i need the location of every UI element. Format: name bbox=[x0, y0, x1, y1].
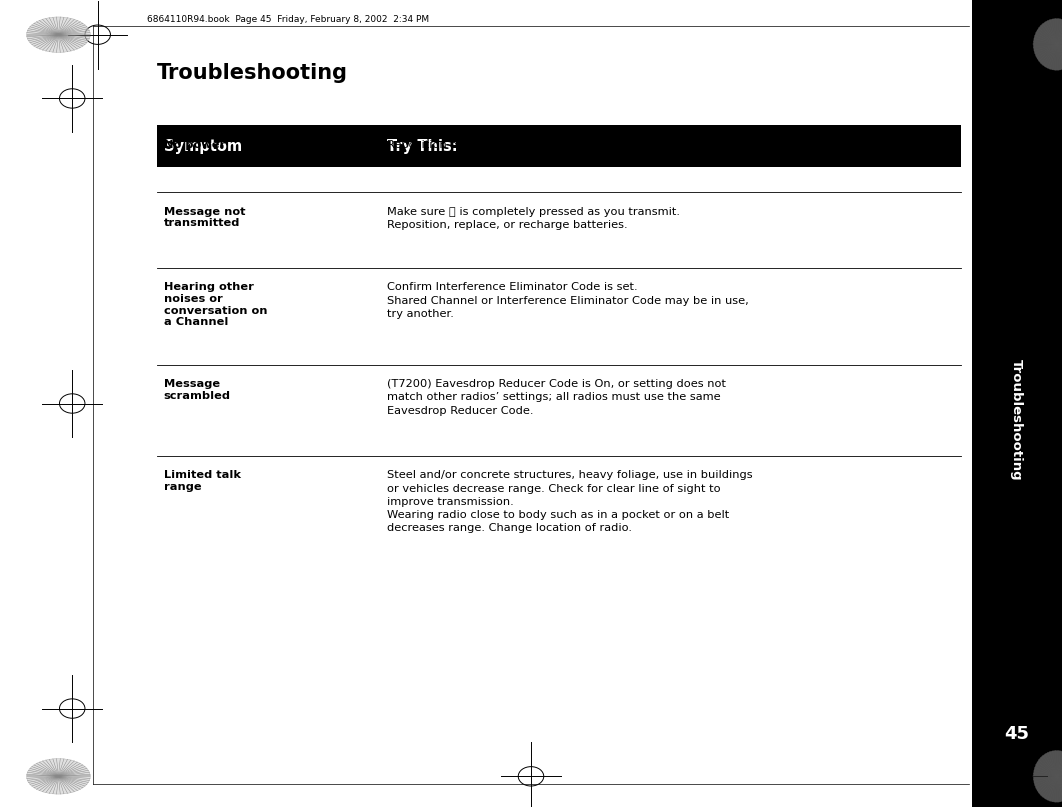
Bar bbox=[972, 0, 1062, 807]
Text: Hearing other
noises or
conversation on
a Channel: Hearing other noises or conversation on … bbox=[164, 282, 267, 328]
Text: Make sure Ⓟ is completely pressed as you transmit.
Reposition, replace, or recha: Make sure Ⓟ is completely pressed as you… bbox=[387, 207, 680, 230]
Text: Limited talk
range: Limited talk range bbox=[164, 470, 241, 492]
Text: Message
scrambled: Message scrambled bbox=[164, 379, 230, 401]
Ellipse shape bbox=[27, 759, 90, 794]
Text: 45: 45 bbox=[1005, 725, 1029, 743]
Text: No power: No power bbox=[164, 140, 225, 149]
Bar bbox=[157, 125, 961, 167]
Text: Troubleshooting: Troubleshooting bbox=[1010, 359, 1024, 480]
Text: Try This:: Try This: bbox=[387, 139, 458, 153]
Text: (T7200) Eavesdrop Reducer Code is On, or setting does not
match other radios’ se: (T7200) Eavesdrop Reducer Code is On, or… bbox=[387, 379, 725, 416]
Ellipse shape bbox=[27, 17, 90, 52]
Ellipse shape bbox=[1033, 751, 1062, 802]
Ellipse shape bbox=[1033, 19, 1062, 70]
Text: Message not
transmitted: Message not transmitted bbox=[164, 207, 245, 228]
Text: Symptom: Symptom bbox=[164, 139, 242, 153]
Text: 6864110R94.book  Page 45  Friday, February 8, 2002  2:34 PM: 6864110R94.book Page 45 Friday, February… bbox=[147, 15, 429, 24]
Text: Troubleshooting: Troubleshooting bbox=[157, 63, 348, 82]
Text: Confirm Interference Eliminator Code is set.
Shared Channel or Interference Elim: Confirm Interference Eliminator Code is … bbox=[387, 282, 749, 319]
Text: Reposition or replace Alkaline batteries.
Recharge or replace NiMH battery.: Reposition or replace Alkaline batteries… bbox=[387, 140, 614, 163]
Text: Steel and/or concrete structures, heavy foliage, use in buildings
or vehicles de: Steel and/or concrete structures, heavy … bbox=[387, 470, 752, 533]
